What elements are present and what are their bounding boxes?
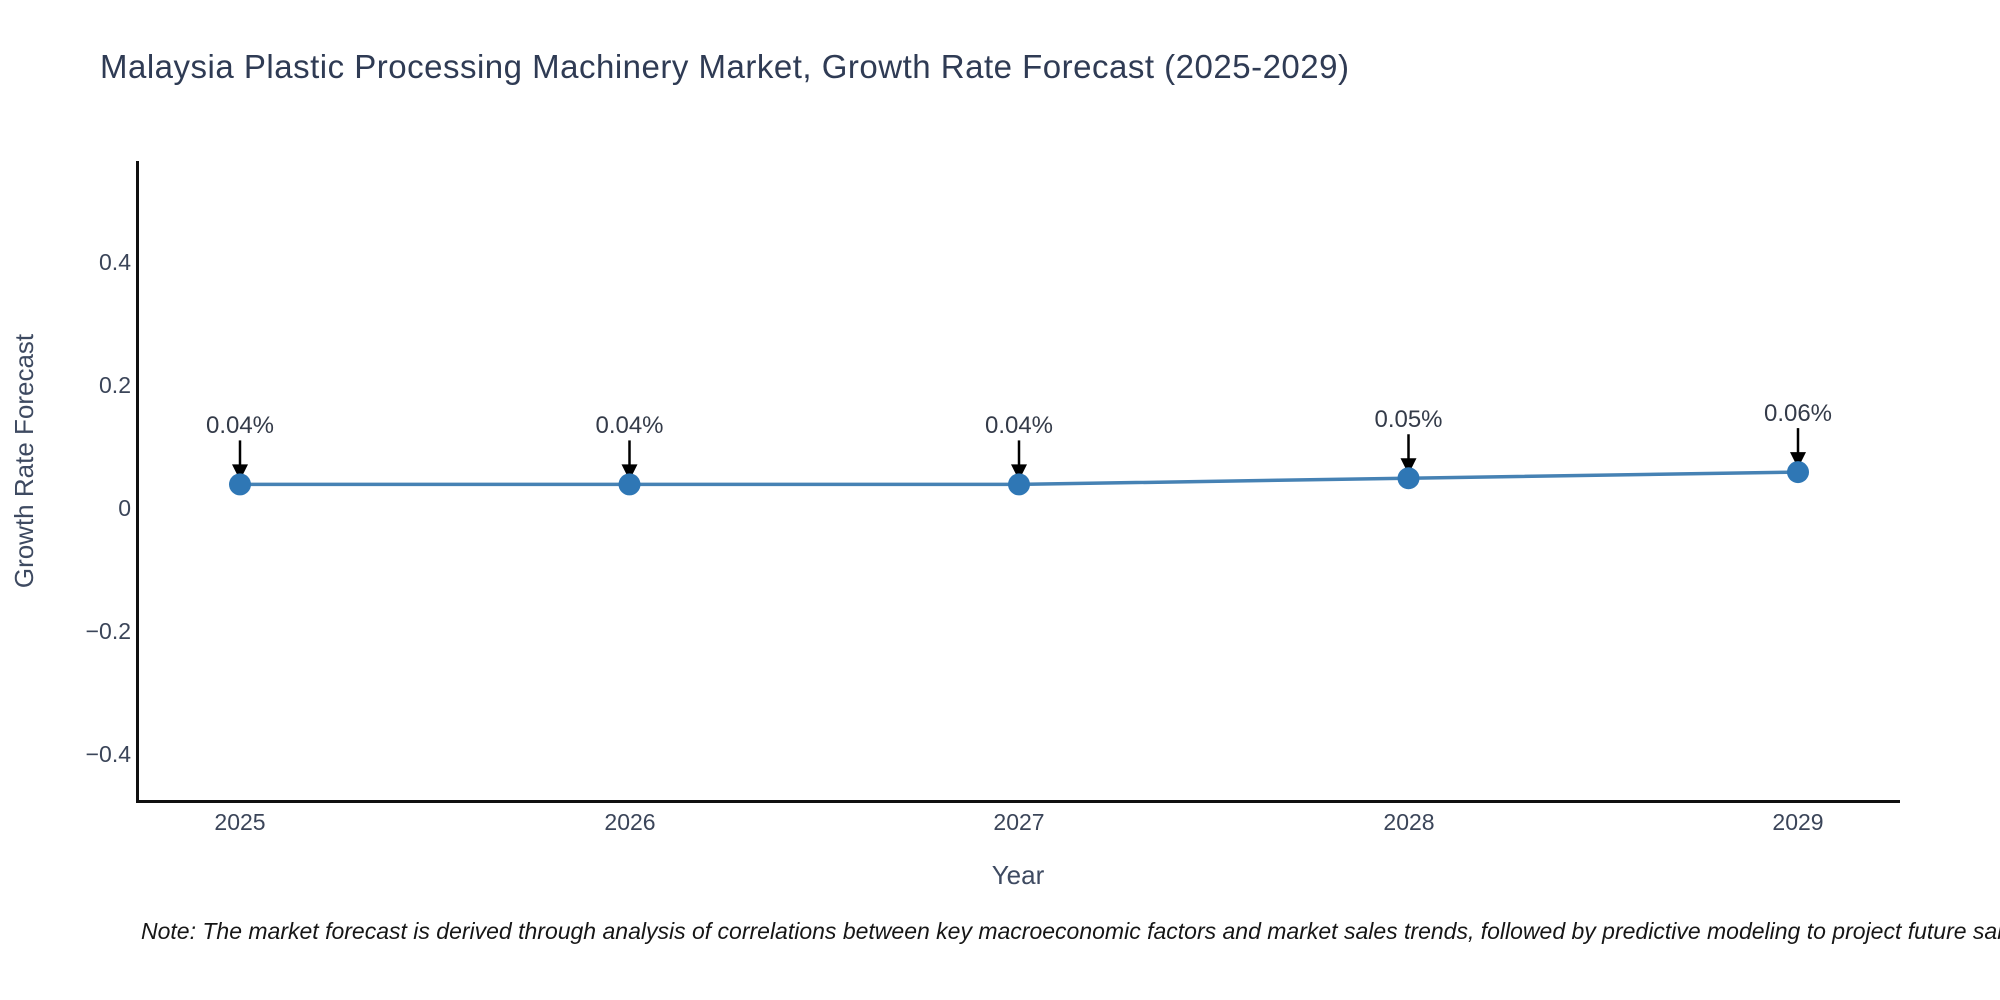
y-tick-label: −0.2 bbox=[85, 618, 131, 644]
x-tick-label: 2027 bbox=[993, 809, 1045, 835]
point-annotation: 0.04% bbox=[205, 412, 275, 440]
data-point-marker bbox=[1397, 467, 1420, 490]
point-annotation: 0.04% bbox=[595, 412, 664, 440]
annotation-arrowhead bbox=[621, 464, 638, 481]
y-tick-label: −0.4 bbox=[85, 741, 131, 767]
annotation-arrowhead bbox=[232, 464, 248, 481]
x-tick-label: 2028 bbox=[1383, 809, 1435, 835]
point-annotation: 0.05% bbox=[1374, 406, 1443, 434]
x-axis-title: Year bbox=[991, 860, 1045, 890]
data-point-marker bbox=[229, 473, 251, 496]
x-tick-label: 2025 bbox=[214, 809, 266, 835]
y-tick-label: 0.2 bbox=[99, 372, 131, 398]
annotation-arrowhead bbox=[1011, 464, 1027, 481]
data-point-marker bbox=[1787, 461, 1809, 484]
point-annotation: 0.06% bbox=[1763, 400, 1833, 428]
data-point-marker bbox=[618, 473, 641, 496]
y-axis-line bbox=[136, 161, 139, 803]
annotation-arrowhead bbox=[1790, 452, 1806, 469]
chart-title: Malaysia Plastic Processing Machinery Ma… bbox=[100, 48, 1350, 85]
x-tick-label: 2026 bbox=[604, 809, 656, 835]
x-axis-line bbox=[136, 800, 1900, 803]
point-annotation: 0.04% bbox=[984, 412, 1054, 440]
x-tick-label: 2029 bbox=[1772, 809, 1824, 835]
y-tick-label: 0 bbox=[118, 495, 131, 521]
data-point-marker bbox=[1008, 473, 1030, 496]
annotation-arrowhead bbox=[1400, 458, 1417, 475]
footnote: Note: The market forecast is derived thr… bbox=[141, 918, 2000, 944]
y-tick-label: 0.4 bbox=[99, 249, 131, 275]
